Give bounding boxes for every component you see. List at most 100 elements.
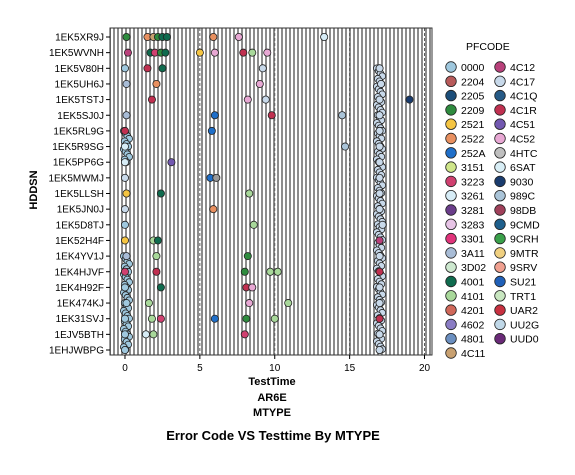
data-point <box>152 252 161 261</box>
data-point <box>152 267 161 276</box>
data-point <box>234 33 243 42</box>
legend-swatch <box>445 75 457 88</box>
data-point <box>120 314 129 323</box>
legend-swatch <box>494 132 506 145</box>
data-point <box>210 111 219 120</box>
data-point <box>377 79 386 88</box>
stripe <box>339 28 341 355</box>
data-point <box>341 142 350 151</box>
data-point <box>122 299 131 308</box>
legend-label: 4C12 <box>510 62 535 74</box>
stripe <box>131 28 133 355</box>
stripe <box>199 28 201 355</box>
legend-label: 6SAT <box>510 162 536 174</box>
stripe <box>203 28 205 355</box>
legend-swatch <box>494 147 506 159</box>
data-point <box>153 236 162 245</box>
data-point <box>120 267 129 276</box>
legend-label: 4C17 <box>510 76 535 88</box>
legend-swatch <box>445 290 457 302</box>
data-point <box>120 220 129 229</box>
data-point <box>375 283 384 292</box>
legend-swatch <box>494 290 506 302</box>
data-point <box>255 79 264 88</box>
y-tick-label: 1EK5SJ0J <box>57 111 104 122</box>
data-point <box>120 205 129 214</box>
stripe <box>275 28 277 355</box>
stripe <box>143 28 145 355</box>
x-tick-label: 5 <box>197 363 203 374</box>
legend-label: 989C <box>510 191 536 203</box>
legend-swatch <box>445 318 457 331</box>
stripe <box>315 28 317 355</box>
stripe <box>323 28 325 355</box>
stripe <box>427 28 429 355</box>
data-point <box>375 252 384 261</box>
legend-swatch <box>494 204 506 216</box>
legend-label: 98DB <box>510 205 536 217</box>
data-point <box>270 314 279 323</box>
data-point <box>375 189 384 198</box>
stripe <box>415 28 417 355</box>
legend-label: 4C52 <box>510 134 535 146</box>
y-tick-label: 1EK5XR9J <box>55 33 104 44</box>
y-tick-label: 1EK4HJVF <box>55 267 104 278</box>
legend-swatch <box>445 304 457 316</box>
legend-label: 3151 <box>461 162 485 174</box>
stripe <box>211 28 213 355</box>
stripe <box>215 28 217 355</box>
legend-label: 3223 <box>461 176 485 188</box>
stripe <box>167 28 169 355</box>
data-point <box>375 158 384 167</box>
legend-swatch <box>494 89 506 102</box>
stripe <box>303 28 305 355</box>
data-point <box>147 314 156 323</box>
y-axis-title: HDDSN <box>28 170 40 209</box>
legend-label: UUD0 <box>510 334 539 346</box>
legend-label: 4C1R <box>510 105 537 117</box>
stripe <box>155 28 157 355</box>
stripe <box>351 28 353 355</box>
legend-label: UU2G <box>510 319 539 331</box>
data-point <box>123 48 132 57</box>
stripe <box>419 28 421 355</box>
legend-label: UAR2 <box>510 305 538 317</box>
legend-swatch <box>494 175 506 188</box>
data-point <box>266 267 275 276</box>
legend-label: TRT1 <box>510 291 536 303</box>
legend-label: 3281 <box>461 205 485 217</box>
legend-swatch <box>445 161 457 173</box>
data-point <box>149 330 158 339</box>
data-point <box>156 283 165 292</box>
data-point <box>248 283 257 292</box>
stripe <box>243 28 245 355</box>
data-point <box>240 267 249 276</box>
stripe <box>311 28 313 355</box>
legend-title: PFCODE <box>466 41 510 53</box>
legend-swatch <box>445 275 457 288</box>
data-point <box>375 299 384 308</box>
stripe <box>151 28 153 355</box>
data-point <box>120 126 129 135</box>
legend-swatch <box>445 147 457 159</box>
stripe <box>391 28 393 355</box>
data-point <box>378 220 387 229</box>
data-point <box>167 158 176 167</box>
y-tick-label: 1EK474KJ <box>57 299 104 310</box>
data-point <box>122 111 131 120</box>
stripe <box>111 28 113 355</box>
data-point <box>375 142 384 151</box>
y-tick-label: 1EK5LLSH <box>55 189 104 200</box>
legend-swatch <box>445 261 457 273</box>
legend-swatch <box>494 218 506 231</box>
data-point <box>210 48 219 57</box>
stripe <box>239 28 241 355</box>
x-tick-label: 0 <box>122 363 128 374</box>
stripe <box>403 28 405 355</box>
data-point <box>120 283 129 292</box>
stripe <box>371 28 373 355</box>
legend-label: 4001 <box>461 277 485 289</box>
legend-label: 4602 <box>461 319 485 331</box>
stripe <box>395 28 397 355</box>
chart-title: Error Code VS Testtime By MTYPE <box>166 428 380 443</box>
